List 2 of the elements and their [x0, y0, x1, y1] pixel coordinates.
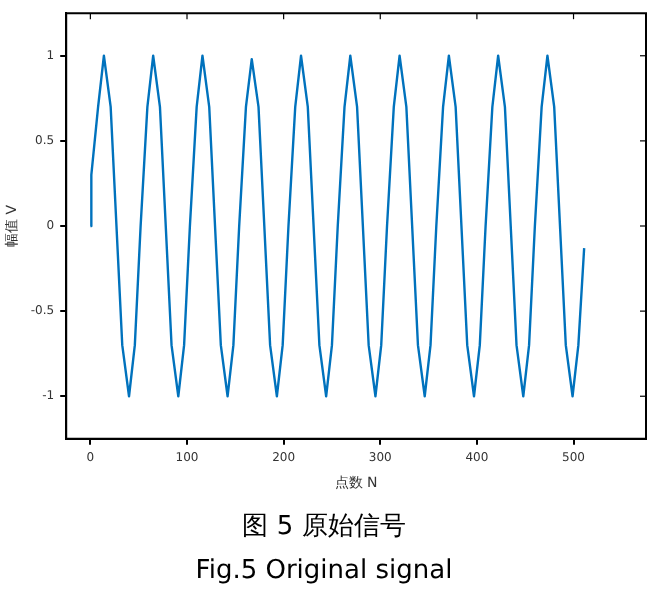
text: Fig.5 Original signal — [193, 556, 455, 586]
text: 图 5 原始信号 — [240, 510, 408, 544]
